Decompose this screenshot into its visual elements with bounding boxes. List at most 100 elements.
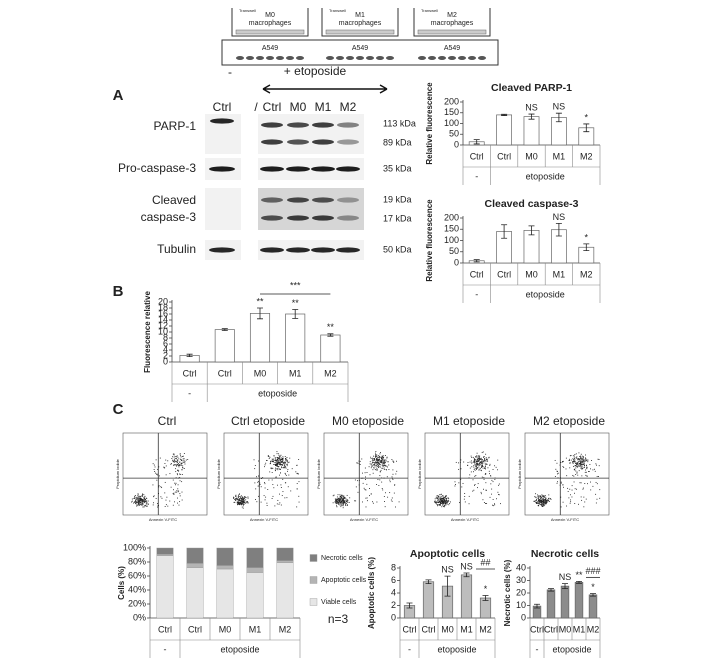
- flow-dot: [345, 503, 347, 505]
- flow-dot: [235, 495, 236, 497]
- flow-dot: [566, 475, 568, 477]
- flow-dot: [237, 502, 238, 504]
- plate: [221, 39, 499, 66]
- flow-dot: [580, 461, 582, 463]
- flow-dot: [336, 499, 338, 501]
- error-bar: [528, 113, 535, 120]
- flow-dot: [579, 462, 581, 464]
- flow-dot: [375, 465, 377, 466]
- flow-dot: [291, 468, 293, 470]
- flow-dot: [387, 461, 389, 462]
- flow-dot: [485, 489, 487, 491]
- flow-dot: [181, 463, 183, 464]
- flow-dot: [590, 481, 591, 483]
- flow-dot: [278, 453, 280, 455]
- flow-dot: [485, 489, 487, 491]
- flow-dot: [365, 497, 367, 499]
- flow-dot: [138, 500, 140, 502]
- flow-dot: [275, 467, 276, 469]
- flow-dot: [182, 461, 184, 463]
- flow-dot: [187, 458, 189, 460]
- flow-dot: [185, 459, 187, 461]
- flow-dot: [240, 502, 241, 504]
- flow-dot: [473, 465, 475, 467]
- transwell-label: Transwell: [239, 8, 256, 13]
- flow-dot: [574, 454, 576, 456]
- flow-dot: [178, 490, 180, 492]
- flow-dot: [541, 494, 543, 496]
- flow-dot: [484, 461, 486, 463]
- flow-dot: [382, 464, 384, 466]
- flow-dot: [440, 502, 442, 504]
- group-label: etoposide: [526, 289, 565, 299]
- flow-dot: [235, 494, 237, 496]
- flow-dot: [596, 464, 597, 466]
- flow-dot: [357, 480, 359, 482]
- flow-dot: [179, 493, 181, 495]
- flow-dot: [461, 486, 463, 488]
- significance-label: **: [256, 296, 264, 306]
- flow-dot: [341, 494, 343, 496]
- flow-dot: [280, 462, 282, 464]
- flow-dot: [389, 481, 391, 483]
- flow-dot: [180, 455, 181, 457]
- flow-dot: [145, 505, 147, 507]
- flow-dot: [376, 459, 378, 461]
- error-bar: [473, 139, 480, 145]
- x-tick-label: Ctrl: [183, 368, 197, 378]
- significance-label: NS: [559, 572, 572, 582]
- flow-dot: [369, 488, 370, 489]
- flow-dot: [245, 499, 247, 501]
- flow-dot: [179, 495, 181, 497]
- flow-dot: [372, 472, 374, 474]
- flow-dot: [559, 464, 561, 466]
- flow-dot: [545, 496, 547, 498]
- flow-dot: [542, 502, 544, 504]
- flow-dot: [359, 464, 361, 465]
- flow-dot: [464, 501, 466, 503]
- flow-dot: [146, 501, 148, 503]
- flow-dot: [282, 462, 284, 463]
- flow-dot: [175, 458, 177, 459]
- flow-dot: [175, 461, 177, 463]
- flow-dot: [375, 452, 377, 454]
- error-bar: [221, 328, 228, 331]
- flow-dot: [281, 461, 283, 462]
- flow-dot: [278, 454, 280, 456]
- flow-dot: [581, 465, 583, 467]
- flow-dot: [569, 459, 571, 461]
- flow-dot: [335, 501, 337, 503]
- flow-dot: [161, 487, 163, 489]
- flow-dot: [160, 496, 162, 498]
- flow-dot: [271, 468, 273, 470]
- flow-dot: [173, 494, 175, 495]
- flow-dot: [259, 484, 261, 485]
- flow-dot: [298, 495, 300, 497]
- flow-dot: [342, 505, 344, 507]
- flow-dot: [133, 497, 135, 499]
- flow-dot: [341, 505, 343, 506]
- flow-dot: [441, 501, 443, 503]
- flow-dot: [139, 499, 141, 501]
- bar-segment: [156, 554, 174, 556]
- flow-dot: [537, 502, 539, 504]
- flow-dot: [458, 482, 460, 484]
- flow-dot: [436, 495, 438, 497]
- flow-dot: [571, 485, 573, 487]
- flow-dot: [145, 500, 147, 502]
- flow-dot: [377, 469, 378, 471]
- flow-dot: [260, 486, 262, 488]
- flow-dot: [378, 460, 379, 462]
- flow-dot: [340, 501, 342, 503]
- flow-dot: [342, 502, 344, 503]
- flow-dot: [272, 495, 274, 497]
- flow-dot: [573, 475, 575, 477]
- flow-dot: [538, 499, 540, 501]
- flow-dot: [544, 504, 546, 506]
- a549-cell: [256, 56, 264, 60]
- flow-dot: [473, 466, 475, 468]
- flow-dot: [537, 494, 539, 496]
- flow-dot: [134, 496, 136, 498]
- flow-dot: [280, 459, 282, 460]
- flow-dot: [491, 488, 493, 490]
